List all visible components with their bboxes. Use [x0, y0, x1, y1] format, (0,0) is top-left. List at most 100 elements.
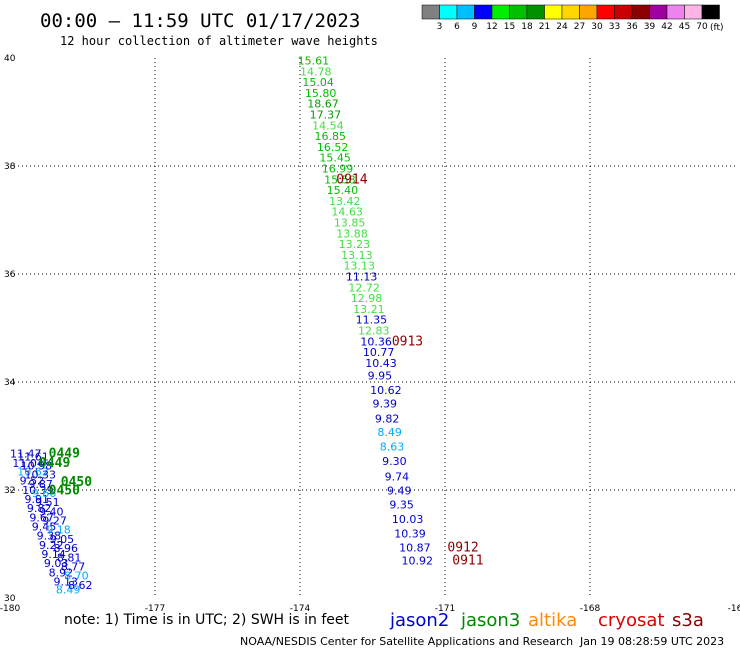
- colorbar-label: 3: [437, 22, 443, 32]
- wave-height-label: 11.04: [12, 457, 44, 470]
- colorbar-swatch: [701, 4, 720, 20]
- time-label: 0449: [49, 447, 80, 462]
- wave-height-label: 9.05: [50, 533, 74, 546]
- wave-height-label: 13.85: [334, 216, 366, 229]
- wave-height-label: 10.33: [25, 469, 57, 482]
- y-tick-label: 38: [4, 162, 16, 172]
- wave-height-label: 9.03: [44, 557, 68, 570]
- colorbar-label: 6: [454, 22, 460, 32]
- time-label: 0450: [61, 475, 92, 490]
- wave-height-label: 12.83: [358, 324, 390, 337]
- colorbar-label: 30: [591, 22, 603, 32]
- wave-height-label: 10.77: [363, 346, 395, 359]
- colorbar-swatch: [596, 4, 615, 20]
- wave-height-label: 10.39: [22, 484, 54, 497]
- colorbar-legend: 3 6 9 12 15 18 21 24 27 30 33 36 39 42 45 70: [421, 4, 720, 32]
- colorbar-label: 39: [644, 22, 656, 32]
- wave-height-label: 10.98: [21, 459, 52, 472]
- wave-height-label: 10.62: [370, 384, 402, 397]
- satellite-legend-item: jason2: [389, 610, 449, 631]
- y-tick-label: 40: [4, 54, 16, 64]
- wave-height-label: 9.45: [32, 521, 57, 534]
- colorbar-swatch: [544, 4, 563, 20]
- wave-height-label: 9.87: [28, 478, 53, 491]
- wave-height-label: 9.14: [41, 548, 66, 561]
- wave-height-label: 9.66: [32, 487, 57, 500]
- axis-ticks: -180 -177 -174 -171 -168 -16 30 32 34 36 38 40: [0, 54, 740, 614]
- wave-height-label: 9.67: [29, 511, 54, 524]
- wave-height-label: 12.98: [351, 292, 383, 305]
- colorbar-swatch: [579, 4, 598, 20]
- wave-height-label: 16.52: [317, 141, 349, 154]
- colorbar-label: 70: [696, 22, 708, 32]
- wave-height-label: 17.37: [310, 108, 342, 121]
- wave-height-label: 13.88: [336, 227, 368, 240]
- grid-lines: [10, 58, 735, 598]
- colorbar-swatch: [509, 4, 528, 20]
- wave-height-label: 16.99: [322, 162, 354, 175]
- wave-height-label: 8.96: [54, 542, 79, 555]
- satellite-legend-item: s3a: [672, 610, 704, 631]
- colorbar-label: 9: [472, 22, 478, 32]
- units-note: note: 1) Time is in UTC; 2) SWH is in fe…: [64, 612, 350, 628]
- colorbar-label: 18: [521, 22, 533, 32]
- x-tick-label: -180: [0, 604, 20, 614]
- satellite-legend-item: cryosat: [598, 610, 664, 631]
- satellite-legend-item: jason3: [460, 610, 520, 631]
- wave-height-label: 18.67: [307, 98, 339, 111]
- wave-height-label: 11.61: [17, 450, 49, 463]
- colorbar-swatch: [474, 4, 493, 20]
- colorbar-label: 42: [661, 22, 672, 32]
- wave-height-label: 11.35: [356, 314, 388, 327]
- wave-height-label: 9.18: [46, 524, 71, 537]
- wave-height-label: 9.49: [387, 484, 412, 497]
- colorbar-swatch: [631, 4, 650, 20]
- colorbar-swatch: [421, 4, 440, 20]
- colorbar-swatch: [439, 4, 458, 20]
- wave-height-label: 10.39: [394, 528, 426, 541]
- colorbar-label: 21: [539, 22, 550, 32]
- wave-height-label: 13.42: [329, 195, 361, 208]
- wave-height-label: 9.27: [42, 515, 66, 528]
- y-tick-label: 32: [4, 486, 15, 496]
- wave-height-label: 9.82: [375, 413, 400, 426]
- wave-height-label: 9.35: [389, 498, 414, 511]
- wave-height-label: 10.62: [17, 465, 49, 478]
- colorbar-label: 24: [556, 22, 568, 32]
- y-tick-label: 30: [4, 594, 16, 604]
- wave-height-label: 11.13: [346, 270, 378, 283]
- wave-height-label: 15.80: [305, 87, 337, 100]
- time-label: 0449: [39, 456, 70, 471]
- wave-height-label: 9.40: [39, 505, 64, 518]
- colorbar-label: 12: [486, 22, 497, 32]
- wave-height-label: 9.95: [368, 369, 393, 382]
- x-tick-label: -177: [145, 604, 165, 614]
- wave-height-label: 8.62: [68, 579, 93, 592]
- colorbar-swatch: [561, 4, 580, 20]
- footer-source: NOAA/NESDIS Center for Satellite Applica…: [240, 635, 573, 648]
- wave-height-label: 9.38: [37, 530, 62, 543]
- wave-height-points: 15.6114.7815.0415.8018.6717.3714.5416.85…: [10, 54, 433, 596]
- wave-height-label: 10.03: [392, 513, 424, 526]
- satellite-legend: jason2 jason3 altika cryosat s3a: [389, 610, 704, 631]
- wave-height-label: 8.77: [61, 560, 86, 573]
- footer-timestamp: Jan 19 08:28:59 UTC 2023: [579, 635, 724, 648]
- wave-height-label: 15.45: [319, 152, 351, 165]
- time-label: 0911: [452, 554, 483, 569]
- colorbar-label: 15: [504, 22, 515, 32]
- wave-height-label: 8.49: [56, 584, 81, 597]
- wave-height-label: 13.13: [341, 249, 373, 262]
- wave-height-label: 8.49: [377, 426, 402, 439]
- y-tick-label: 36: [4, 270, 16, 280]
- wave-height-label: 8.70: [64, 570, 89, 583]
- wave-height-label: 9.30: [382, 455, 407, 468]
- wave-height-label: 10.43: [365, 357, 397, 370]
- wave-height-label: 8.81: [57, 551, 81, 564]
- colorbar-swatch: [456, 4, 475, 20]
- wave-height-label: 15.04: [302, 76, 334, 89]
- chart-title: 00:00 – 11:59 UTC 01/17/2023: [40, 10, 360, 32]
- wave-height-label: 14.63: [331, 206, 363, 219]
- colorbar-swatch: [684, 4, 703, 20]
